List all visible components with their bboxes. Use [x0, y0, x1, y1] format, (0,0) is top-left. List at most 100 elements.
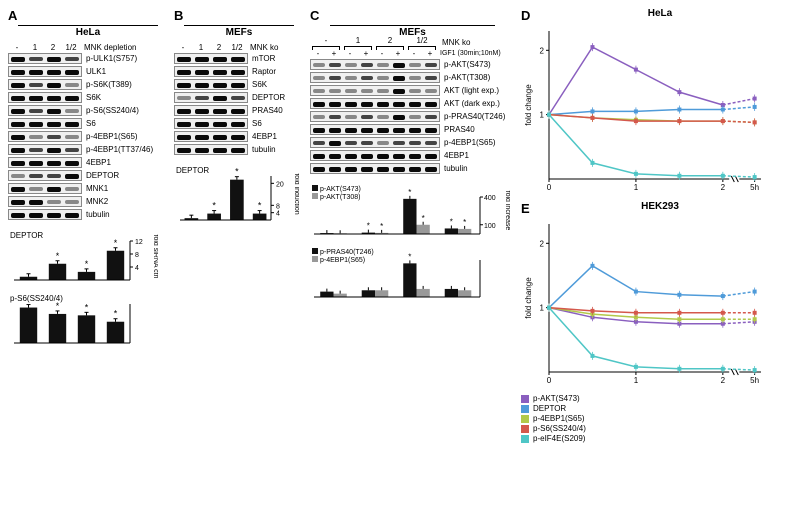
bar	[253, 214, 267, 220]
blot-strip	[174, 66, 248, 77]
svg-text:8: 8	[276, 203, 280, 210]
legend-item: p-S6(SS240/4)	[521, 424, 781, 433]
header-right: MNK ko	[250, 43, 278, 52]
svg-text:fold siRNA ctrl: fold siRNA ctrl	[152, 235, 158, 279]
svg-text:*: *	[56, 251, 60, 261]
svg-text:*: *	[85, 259, 89, 269]
bar	[20, 308, 37, 343]
svg-text:5h: 5h	[750, 183, 759, 192]
blot-label: PRAS40	[444, 125, 475, 134]
blot-row: tubulin	[8, 208, 168, 221]
blot-strip	[174, 79, 248, 90]
barplot: DEPTOR4812***fold siRNA ctrl	[8, 229, 168, 284]
panel-c-blots: p-AKT(S473)p-AKT(T308)AKT (light exp.)AK…	[310, 58, 515, 175]
blot-label: p-S6K(T389)	[86, 80, 132, 89]
bar	[49, 314, 66, 343]
blot-strip	[8, 144, 82, 155]
blot-strip	[8, 209, 82, 220]
legend-item: p-eIF4E(S209)	[521, 434, 781, 443]
blot-row: p-PRAS40(T246)	[310, 110, 515, 123]
svg-text:1: 1	[540, 111, 545, 120]
bar	[107, 251, 124, 280]
blot-strip	[8, 92, 82, 103]
panel-a: A HeLa -121/2MNK depletion p-ULK1(S757)U…	[8, 8, 168, 522]
blot-label: p-S6(SS240/4)	[86, 106, 139, 115]
svg-text:2: 2	[540, 239, 545, 248]
legend-swatch	[521, 425, 529, 433]
blot-strip	[310, 85, 440, 96]
blot-strip	[174, 118, 248, 129]
header-lane: -	[174, 43, 192, 52]
blot-strip	[8, 79, 82, 90]
legend-label: p-AKT(S473)	[533, 394, 580, 403]
svg-text:*: *	[85, 302, 89, 312]
blot-strip	[8, 118, 82, 129]
svg-text:p-4EBP1(S65): p-4EBP1(S65)	[320, 257, 365, 264]
svg-text:1: 1	[540, 304, 545, 313]
bar	[207, 214, 221, 220]
svg-text:*: *	[114, 309, 118, 319]
figure-root: A HeLa -121/2MNK depletion p-ULK1(S757)U…	[8, 8, 792, 522]
blot-label: p-4EBP1(S65)	[86, 132, 138, 141]
panel-b-label: B	[174, 8, 304, 23]
svg-text:*: *	[422, 214, 425, 223]
header-lane: 1	[192, 43, 210, 52]
header-lane: -	[8, 43, 26, 52]
panel-d-title: HeLa	[539, 8, 781, 25]
blot-row: ULK1	[8, 65, 168, 78]
blot-strip	[174, 92, 248, 103]
blot-label: p-AKT(S473)	[444, 60, 491, 69]
blot-strip	[310, 72, 440, 83]
legend-swatch	[521, 405, 529, 413]
blot-row: DEPTOR	[8, 169, 168, 182]
blot-strip	[8, 131, 82, 142]
svg-text:8: 8	[135, 252, 139, 259]
blot-label: AKT (dark exp.)	[444, 99, 500, 108]
panel-b-title: MEFs	[174, 27, 304, 38]
panel-e-label: E	[521, 201, 539, 216]
blot-label: 4EBP1	[252, 132, 277, 141]
blot-strip	[310, 124, 440, 135]
svg-text:fold induction: fold induction	[293, 173, 299, 214]
blot-strip	[310, 150, 440, 161]
legend-item: DEPTOR	[521, 404, 781, 413]
blot-strip	[8, 157, 82, 168]
svg-text:2: 2	[540, 46, 545, 55]
blot-row: MNK1	[8, 182, 168, 195]
svg-text:*: *	[380, 222, 383, 231]
blot-row: 4EBP1	[174, 130, 304, 143]
panel-d-label: D	[521, 8, 539, 23]
bar	[230, 180, 244, 220]
blot-label: DEPTOR	[86, 171, 119, 180]
blot-label: S6K	[86, 93, 101, 102]
blot-row: p-AKT(S473)	[310, 58, 515, 71]
blot-row: 4EBP1	[310, 149, 515, 162]
grouped-barplot: p-PRAS40(T246)p-4EBP1(S65)*	[310, 246, 515, 301]
svg-text:*: *	[450, 217, 453, 226]
bar	[107, 322, 124, 343]
legend-label: p-4EBP1(S65)	[533, 414, 585, 423]
svg-text:4: 4	[276, 211, 280, 218]
blot-strip	[8, 183, 82, 194]
cond-right-label: IGF1 (30min;10nM)	[440, 50, 501, 57]
blot-label: S6K	[252, 80, 267, 89]
blot-label: 4EBP1	[444, 151, 469, 160]
svg-text:p-AKT(T308): p-AKT(T308)	[320, 194, 360, 201]
bracket-label: 1	[342, 36, 374, 45]
panel-c-barcharts: p-AKT(S473)p-AKT(T308)100400******fold i…	[310, 175, 515, 301]
blot-strip	[310, 98, 440, 109]
svg-text:*: *	[408, 188, 411, 197]
blot-strip	[8, 170, 82, 181]
header-lane: 2	[44, 43, 62, 52]
blot-label: p-4EBP1(TT37/46)	[86, 145, 153, 154]
svg-text:*: *	[56, 301, 60, 311]
legend-item: p-4EBP1(S65)	[521, 414, 781, 423]
blot-row: S6K	[8, 91, 168, 104]
svg-text:5h: 5h	[750, 376, 759, 385]
svg-text:1: 1	[634, 376, 639, 385]
panel-c-label: C	[310, 8, 515, 23]
bracket-label: 1/2	[406, 36, 438, 45]
blot-label: PRAS40	[252, 106, 283, 115]
chart-d: 120125hfold change	[521, 25, 781, 197]
blot-label: ULK1	[86, 67, 106, 76]
